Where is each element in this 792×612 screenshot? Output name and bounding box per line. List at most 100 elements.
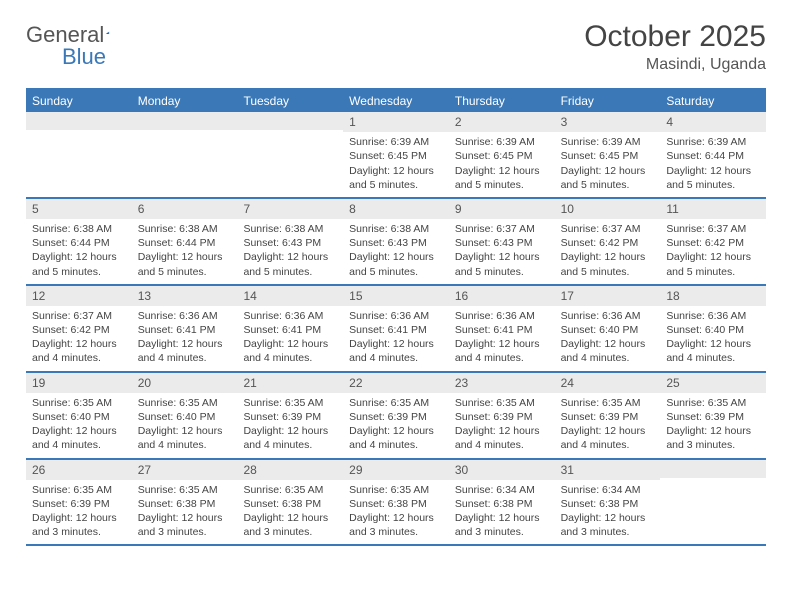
sunset-line: Sunset: 6:39 PM xyxy=(666,410,760,424)
daylight-line: Daylight: 12 hours and 3 minutes. xyxy=(561,511,655,539)
calendar-cell: 29Sunrise: 6:35 AMSunset: 6:38 PMDayligh… xyxy=(343,460,449,545)
day-number: 14 xyxy=(237,286,343,306)
sunrise-line: Sunrise: 6:39 AM xyxy=(561,135,655,149)
cell-body: Sunrise: 6:35 AMSunset: 6:39 PMDaylight:… xyxy=(555,393,661,458)
day-number: 7 xyxy=(237,199,343,219)
page-title: October 2025 xyxy=(584,20,766,54)
calendar-cell: 27Sunrise: 6:35 AMSunset: 6:38 PMDayligh… xyxy=(132,460,238,545)
sunset-line: Sunset: 6:39 PM xyxy=(243,410,337,424)
daylight-line: Daylight: 12 hours and 5 minutes. xyxy=(32,250,126,278)
sunset-line: Sunset: 6:41 PM xyxy=(349,323,443,337)
sunset-line: Sunset: 6:38 PM xyxy=(561,497,655,511)
sunset-line: Sunset: 6:40 PM xyxy=(32,410,126,424)
calendar-cell: 11Sunrise: 6:37 AMSunset: 6:42 PMDayligh… xyxy=(660,199,766,284)
daylight-line: Daylight: 12 hours and 3 minutes. xyxy=(666,424,760,452)
calendar-cell: 19Sunrise: 6:35 AMSunset: 6:40 PMDayligh… xyxy=(26,373,132,458)
calendar-cell: 26Sunrise: 6:35 AMSunset: 6:39 PMDayligh… xyxy=(26,460,132,545)
cell-body: Sunrise: 6:35 AMSunset: 6:39 PMDaylight:… xyxy=(449,393,555,458)
cell-body: Sunrise: 6:37 AMSunset: 6:42 PMDaylight:… xyxy=(660,219,766,284)
calendar: Sunday Monday Tuesday Wednesday Thursday… xyxy=(26,88,766,546)
calendar-cell: 10Sunrise: 6:37 AMSunset: 6:42 PMDayligh… xyxy=(555,199,661,284)
cell-body: Sunrise: 6:38 AMSunset: 6:44 PMDaylight:… xyxy=(132,219,238,284)
cell-body: Sunrise: 6:39 AMSunset: 6:45 PMDaylight:… xyxy=(343,132,449,197)
sunset-line: Sunset: 6:40 PM xyxy=(138,410,232,424)
sunrise-line: Sunrise: 6:35 AM xyxy=(243,396,337,410)
cell-body: Sunrise: 6:39 AMSunset: 6:44 PMDaylight:… xyxy=(660,132,766,197)
sunrise-line: Sunrise: 6:35 AM xyxy=(138,396,232,410)
sunrise-line: Sunrise: 6:36 AM xyxy=(243,309,337,323)
sunrise-line: Sunrise: 6:39 AM xyxy=(455,135,549,149)
daylight-line: Daylight: 12 hours and 4 minutes. xyxy=(455,424,549,452)
sunrise-line: Sunrise: 6:38 AM xyxy=(349,222,443,236)
sunrise-line: Sunrise: 6:35 AM xyxy=(666,396,760,410)
day-number: 9 xyxy=(449,199,555,219)
sunrise-line: Sunrise: 6:35 AM xyxy=(349,483,443,497)
sunset-line: Sunset: 6:45 PM xyxy=(561,149,655,163)
calendar-cell: 9Sunrise: 6:37 AMSunset: 6:43 PMDaylight… xyxy=(449,199,555,284)
sunrise-line: Sunrise: 6:36 AM xyxy=(666,309,760,323)
cell-body: Sunrise: 6:36 AMSunset: 6:41 PMDaylight:… xyxy=(132,306,238,371)
day-header: Saturday xyxy=(660,90,766,112)
day-number: 13 xyxy=(132,286,238,306)
daylight-line: Daylight: 12 hours and 3 minutes. xyxy=(349,511,443,539)
day-number: 16 xyxy=(449,286,555,306)
daylight-line: Daylight: 12 hours and 4 minutes. xyxy=(32,424,126,452)
daylight-line: Daylight: 12 hours and 4 minutes. xyxy=(455,337,549,365)
logo-word-2: Blue xyxy=(62,44,106,70)
day-number: 22 xyxy=(343,373,449,393)
day-number: 6 xyxy=(132,199,238,219)
cell-body: Sunrise: 6:37 AMSunset: 6:43 PMDaylight:… xyxy=(449,219,555,284)
cell-body: Sunrise: 6:37 AMSunset: 6:42 PMDaylight:… xyxy=(555,219,661,284)
sunrise-line: Sunrise: 6:37 AM xyxy=(561,222,655,236)
calendar-cell: 22Sunrise: 6:35 AMSunset: 6:39 PMDayligh… xyxy=(343,373,449,458)
sunset-line: Sunset: 6:45 PM xyxy=(349,149,443,163)
cell-body: Sunrise: 6:38 AMSunset: 6:43 PMDaylight:… xyxy=(237,219,343,284)
day-header: Friday xyxy=(555,90,661,112)
daylight-line: Daylight: 12 hours and 3 minutes. xyxy=(32,511,126,539)
day-header: Sunday xyxy=(26,90,132,112)
daylight-line: Daylight: 12 hours and 4 minutes. xyxy=(561,424,655,452)
sunset-line: Sunset: 6:38 PM xyxy=(243,497,337,511)
sunrise-line: Sunrise: 6:35 AM xyxy=(349,396,443,410)
calendar-cell xyxy=(26,112,132,197)
cell-body: Sunrise: 6:34 AMSunset: 6:38 PMDaylight:… xyxy=(555,480,661,545)
sunset-line: Sunset: 6:44 PM xyxy=(666,149,760,163)
sunset-line: Sunset: 6:38 PM xyxy=(138,497,232,511)
sunrise-line: Sunrise: 6:35 AM xyxy=(561,396,655,410)
calendar-cell: 6Sunrise: 6:38 AMSunset: 6:44 PMDaylight… xyxy=(132,199,238,284)
day-number xyxy=(237,112,343,130)
sunrise-line: Sunrise: 6:34 AM xyxy=(561,483,655,497)
day-number: 2 xyxy=(449,112,555,132)
calendar-cell: 14Sunrise: 6:36 AMSunset: 6:41 PMDayligh… xyxy=(237,286,343,371)
cell-body: Sunrise: 6:36 AMSunset: 6:40 PMDaylight:… xyxy=(660,306,766,371)
sunset-line: Sunset: 6:45 PM xyxy=(455,149,549,163)
calendar-cell: 7Sunrise: 6:38 AMSunset: 6:43 PMDaylight… xyxy=(237,199,343,284)
logo: General Blue xyxy=(26,20,129,48)
calendar-cell: 21Sunrise: 6:35 AMSunset: 6:39 PMDayligh… xyxy=(237,373,343,458)
daylight-line: Daylight: 12 hours and 4 minutes. xyxy=(349,424,443,452)
sunset-line: Sunset: 6:39 PM xyxy=(561,410,655,424)
header: General Blue October 2025 Masindi, Ugand… xyxy=(26,20,766,74)
day-number: 20 xyxy=(132,373,238,393)
calendar-cell xyxy=(132,112,238,197)
cell-body: Sunrise: 6:35 AMSunset: 6:38 PMDaylight:… xyxy=(237,480,343,545)
calendar-week: 1Sunrise: 6:39 AMSunset: 6:45 PMDaylight… xyxy=(26,112,766,199)
daylight-line: Daylight: 12 hours and 5 minutes. xyxy=(561,250,655,278)
day-number: 5 xyxy=(26,199,132,219)
sunset-line: Sunset: 6:41 PM xyxy=(243,323,337,337)
day-number: 27 xyxy=(132,460,238,480)
calendar-cell: 16Sunrise: 6:36 AMSunset: 6:41 PMDayligh… xyxy=(449,286,555,371)
day-number: 18 xyxy=(660,286,766,306)
cell-body: Sunrise: 6:36 AMSunset: 6:41 PMDaylight:… xyxy=(343,306,449,371)
day-number: 24 xyxy=(555,373,661,393)
sunset-line: Sunset: 6:39 PM xyxy=(455,410,549,424)
sunset-line: Sunset: 6:42 PM xyxy=(32,323,126,337)
cell-body: Sunrise: 6:39 AMSunset: 6:45 PMDaylight:… xyxy=(555,132,661,197)
cell-body: Sunrise: 6:35 AMSunset: 6:39 PMDaylight:… xyxy=(660,393,766,458)
day-number: 31 xyxy=(555,460,661,480)
calendar-week: 19Sunrise: 6:35 AMSunset: 6:40 PMDayligh… xyxy=(26,373,766,460)
day-header: Wednesday xyxy=(343,90,449,112)
day-number: 28 xyxy=(237,460,343,480)
sunset-line: Sunset: 6:44 PM xyxy=(32,236,126,250)
logo-sail-icon xyxy=(106,25,110,41)
